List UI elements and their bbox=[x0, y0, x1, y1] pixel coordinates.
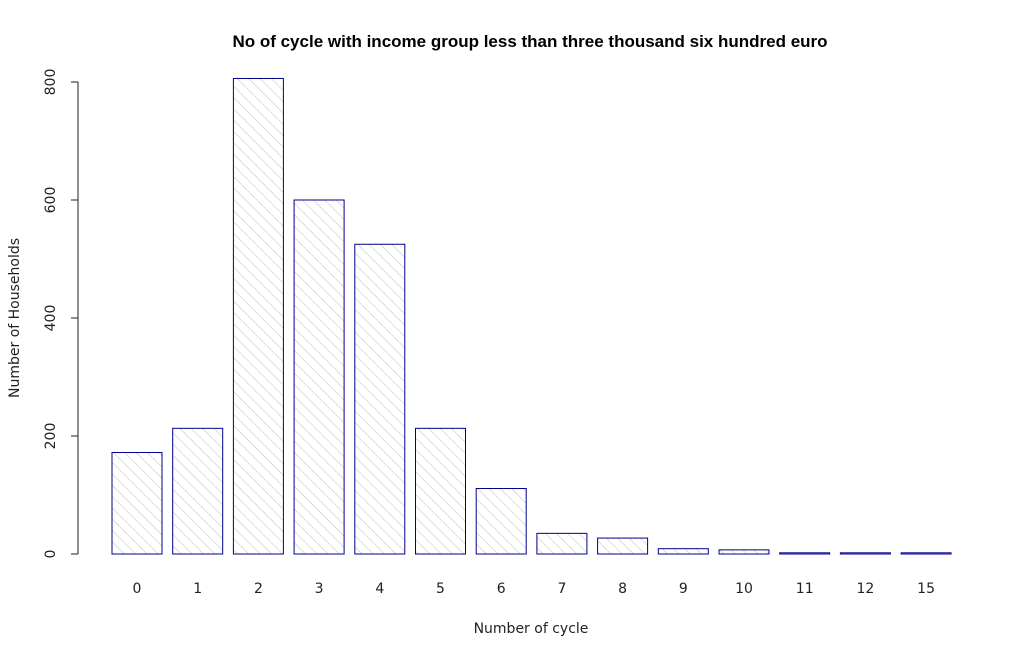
x-tick-label: 12 bbox=[856, 581, 874, 597]
y-tick-label: 800 bbox=[43, 69, 59, 96]
x-axis-label: Number of cycle bbox=[474, 621, 589, 637]
bar-3 bbox=[293, 199, 345, 555]
y-axis: 0 200 400 600 800 bbox=[43, 69, 79, 559]
y-tick-label: 200 bbox=[43, 423, 59, 450]
bar-9 bbox=[657, 548, 709, 555]
y-tick-label: 0 bbox=[43, 550, 59, 559]
bar-10 bbox=[718, 549, 770, 555]
y-axis-label: Number of Households bbox=[7, 238, 23, 398]
x-tick-label: 11 bbox=[796, 581, 814, 597]
x-tick-label: 3 bbox=[315, 581, 324, 597]
chart-title: No of cycle with income group less than … bbox=[232, 32, 827, 51]
bar-8 bbox=[597, 537, 649, 555]
bar-6 bbox=[475, 488, 527, 555]
y-tick-label: 600 bbox=[43, 187, 59, 214]
x-tick-label: 7 bbox=[557, 581, 566, 597]
bar-5 bbox=[415, 427, 466, 555]
x-tick-label: 0 bbox=[133, 581, 142, 597]
bar-11 bbox=[779, 552, 831, 555]
x-tick-label: 2 bbox=[254, 581, 263, 597]
x-tick-label: 4 bbox=[375, 581, 384, 597]
x-tick-label: 8 bbox=[618, 581, 627, 597]
bar-7 bbox=[536, 532, 588, 555]
x-axis-tick-labels: 0 1 2 3 4 5 6 7 8 9 10 11 12 15 bbox=[133, 581, 935, 597]
bar-15 bbox=[900, 552, 952, 555]
bar-2 bbox=[232, 77, 284, 555]
x-tick-label: 6 bbox=[497, 581, 506, 597]
bar-1 bbox=[172, 427, 224, 555]
x-tick-label: 15 bbox=[917, 581, 935, 597]
bar-4 bbox=[354, 243, 406, 555]
bars bbox=[111, 77, 952, 555]
x-tick-label: 10 bbox=[735, 581, 753, 597]
bar-0 bbox=[111, 452, 163, 555]
y-tick-label: 400 bbox=[43, 305, 59, 332]
x-tick-label: 1 bbox=[193, 581, 202, 597]
x-tick-label: 9 bbox=[679, 581, 688, 597]
bar-12 bbox=[839, 552, 891, 555]
x-tick-label: 5 bbox=[436, 581, 445, 597]
